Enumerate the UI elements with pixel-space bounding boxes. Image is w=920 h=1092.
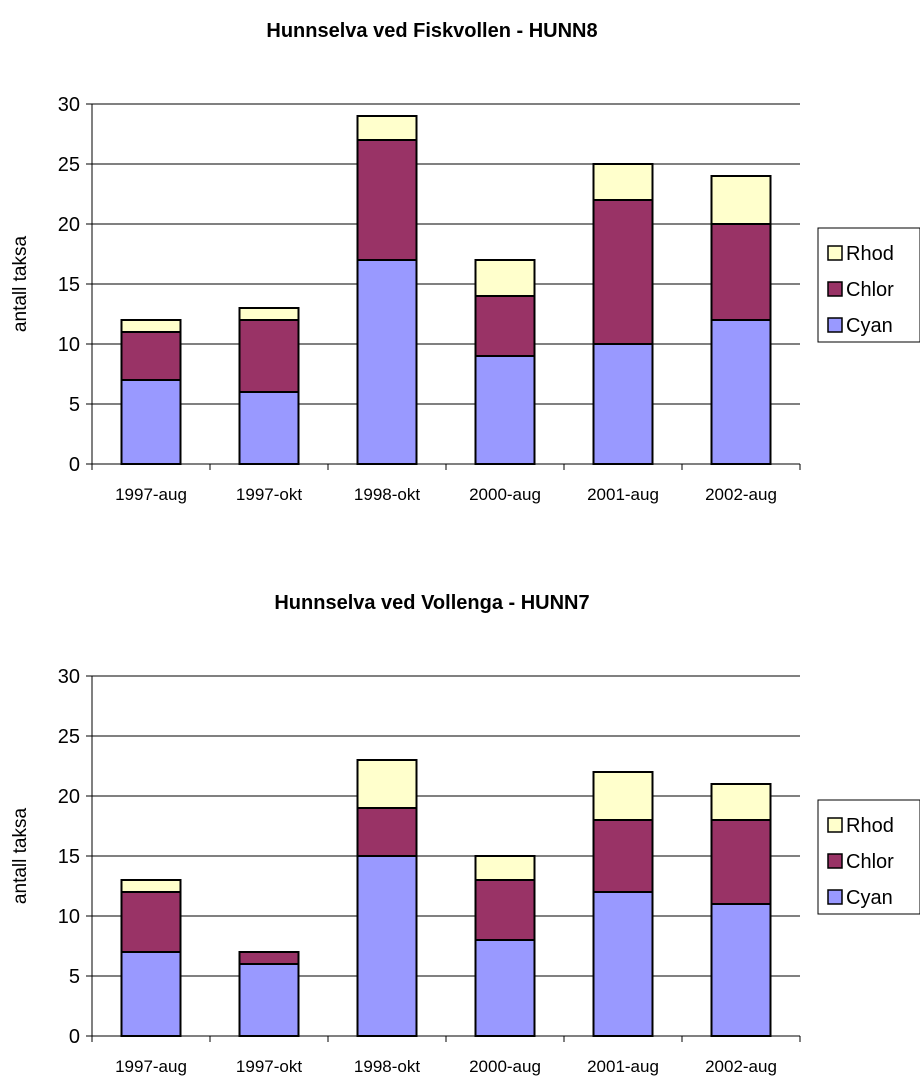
legend-label-rhod: Rhod	[846, 243, 894, 265]
bar-rhod	[356, 759, 418, 809]
bar-rhod	[120, 319, 182, 333]
x-tick-label: 2001-aug	[587, 485, 659, 504]
y-tick-label: 30	[58, 666, 80, 688]
x-tick-label: 2002-aug	[705, 485, 777, 504]
legend-label-rhod: Rhod	[846, 815, 894, 837]
legend: Rhod Chlor Cyan	[817, 799, 920, 915]
bar-cyan	[238, 963, 300, 1037]
bar-chlor	[474, 879, 536, 941]
chart-title: Hunnselva ved Fiskvollen - HUNN8	[266, 20, 597, 42]
x-tick-label: 1997-aug	[115, 1057, 187, 1076]
bar-chlor	[356, 807, 418, 857]
y-tick-label: 10	[58, 334, 80, 356]
bar-rhod	[238, 307, 300, 321]
bar-rhod	[474, 855, 536, 881]
y-tick-label: 25	[58, 154, 80, 176]
y-axis-label: antall taksa	[10, 808, 31, 905]
bar-cyan	[592, 891, 654, 1037]
legend-swatch-chlor	[827, 853, 843, 869]
legend-label-cyan: Cyan	[846, 315, 893, 337]
bar-cyan	[356, 259, 418, 465]
bar-cyan	[120, 379, 182, 465]
x-tick-label: 2001-aug	[587, 1057, 659, 1076]
x-tick-label: 1998-okt	[354, 485, 420, 504]
bar-chlor	[710, 223, 772, 321]
x-tick-label: 2000-aug	[469, 1057, 541, 1076]
bar-cyan	[474, 355, 536, 465]
y-tick-label: 5	[69, 966, 80, 988]
bar-cyan	[592, 343, 654, 465]
bar-cyan	[474, 939, 536, 1037]
y-tick-label: 0	[69, 1026, 80, 1048]
x-tick-label: 1998-okt	[354, 1057, 420, 1076]
legend-swatch-rhod	[827, 817, 843, 833]
bar-rhod	[474, 259, 536, 297]
bar-chlor	[356, 139, 418, 261]
x-tick-label: 1997-okt	[236, 1057, 302, 1076]
chart-hunn8-svg: Hunnselva ved Fiskvollen - HUNN8 antall …	[10, 20, 920, 504]
y-tick-label: 15	[58, 846, 80, 868]
legend-swatch-rhod	[827, 245, 843, 261]
x-tick-label: 1997-aug	[115, 485, 187, 504]
legend: Rhod Chlor Cyan	[817, 227, 920, 343]
bar-chlor	[592, 819, 654, 893]
legend-swatch-cyan	[827, 889, 843, 905]
bar-chlor	[120, 331, 182, 381]
bar-cyan	[120, 951, 182, 1037]
y-tick-label: 10	[58, 906, 80, 928]
bar-cyan	[710, 319, 772, 465]
y-tick-label: 0	[69, 454, 80, 476]
x-tick-label: 1997-okt	[236, 485, 302, 504]
bar-rhod	[120, 879, 182, 893]
y-axis-label: antall taksa	[10, 236, 31, 333]
chart-hunn8: Hunnselva ved Fiskvollen - HUNN8 antall …	[0, 0, 920, 520]
chart-hunn7: Hunnselva ved Vollenga - HUNN7 antall ta…	[0, 572, 920, 1092]
bar-cyan	[710, 903, 772, 1037]
legend-label-cyan: Cyan	[846, 887, 893, 909]
legend-label-chlor: Chlor	[846, 851, 894, 873]
bar-rhod	[710, 175, 772, 225]
chart-title: Hunnselva ved Vollenga - HUNN7	[274, 592, 589, 614]
bar-chlor	[710, 819, 772, 905]
legend-swatch-chlor	[827, 281, 843, 297]
bar-chlor	[238, 319, 300, 393]
bar-cyan	[356, 855, 418, 1037]
y-tick-label: 20	[58, 214, 80, 236]
legend-swatch-cyan	[827, 317, 843, 333]
chart-hunn7-svg: Hunnselva ved Vollenga - HUNN7 antall ta…	[10, 592, 920, 1076]
bar-rhod	[592, 163, 654, 201]
bar-chlor	[238, 951, 300, 965]
legend-label-chlor: Chlor	[846, 279, 894, 301]
plot-area: 0 5 10 15 20 25 30 1997-aug 1997-okt 1998-okt 2000…	[58, 666, 801, 1076]
bar-chlor	[120, 891, 182, 953]
x-tick-label: 2002-aug	[705, 1057, 777, 1076]
y-tick-label: 30	[58, 94, 80, 116]
y-tick-label: 15	[58, 274, 80, 296]
y-tick-label: 5	[69, 394, 80, 416]
bar-chlor	[592, 199, 654, 345]
x-tick-label: 2000-aug	[469, 485, 541, 504]
bar-rhod	[710, 783, 772, 821]
y-tick-label: 20	[58, 786, 80, 808]
plot-area: 0 5 10 15 20 25 30 1997-aug 1997-okt 1998-okt 2000…	[58, 94, 801, 504]
bar-cyan	[238, 391, 300, 465]
bar-rhod	[356, 115, 418, 141]
y-tick-label: 25	[58, 726, 80, 748]
bar-chlor	[474, 295, 536, 357]
bar-rhod	[592, 771, 654, 821]
